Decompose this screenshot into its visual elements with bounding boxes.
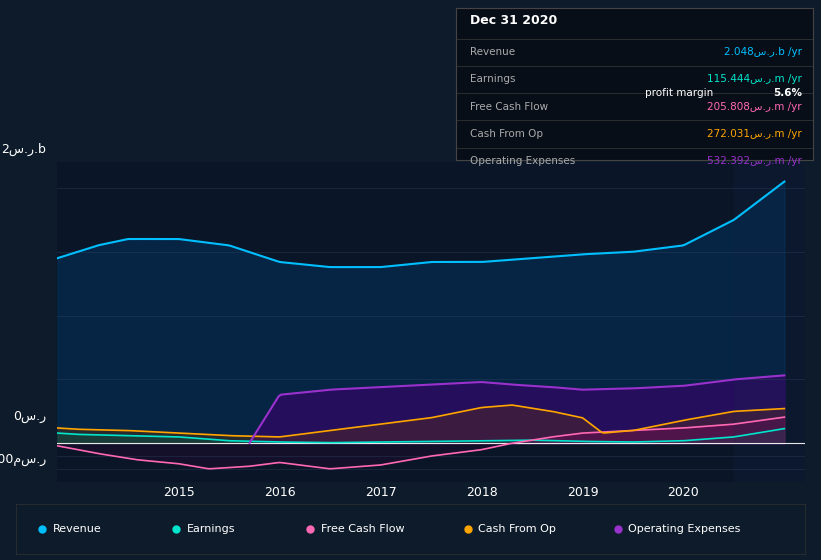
Text: 115.444س.ر.m /yr: 115.444س.ر.m /yr <box>707 74 802 83</box>
Text: Dec 31 2020: Dec 31 2020 <box>470 14 557 27</box>
Text: Free Cash Flow: Free Cash Flow <box>321 524 404 534</box>
Text: Earnings: Earnings <box>470 74 516 83</box>
Text: 532.392س.ر.m /yr: 532.392س.ر.m /yr <box>707 156 802 166</box>
Text: 272.031س.ر.m /yr: 272.031س.ر.m /yr <box>708 129 802 139</box>
Text: 2.048س.ر.b /yr: 2.048س.ر.b /yr <box>724 47 802 57</box>
Text: Earnings: Earnings <box>186 524 235 534</box>
Text: 0س.ر: 0س.ر <box>13 410 46 423</box>
Bar <box>734 162 805 482</box>
Text: Operating Expenses: Operating Expenses <box>628 524 741 534</box>
Text: Free Cash Flow: Free Cash Flow <box>470 102 548 111</box>
Text: 205.808س.ر.m /yr: 205.808س.ر.m /yr <box>708 102 802 111</box>
Text: Revenue: Revenue <box>470 47 515 57</box>
Text: 2س.ر.b: 2س.ر.b <box>2 143 46 156</box>
Text: Operating Expenses: Operating Expenses <box>470 156 576 166</box>
Text: Revenue: Revenue <box>53 524 102 534</box>
Text: Cash From Op: Cash From Op <box>470 129 543 139</box>
Text: Cash From Op: Cash From Op <box>479 524 556 534</box>
Text: 5.6%: 5.6% <box>773 88 802 98</box>
Text: profit margin: profit margin <box>644 88 713 98</box>
Text: -200مس.ر: -200مس.ر <box>0 452 46 466</box>
